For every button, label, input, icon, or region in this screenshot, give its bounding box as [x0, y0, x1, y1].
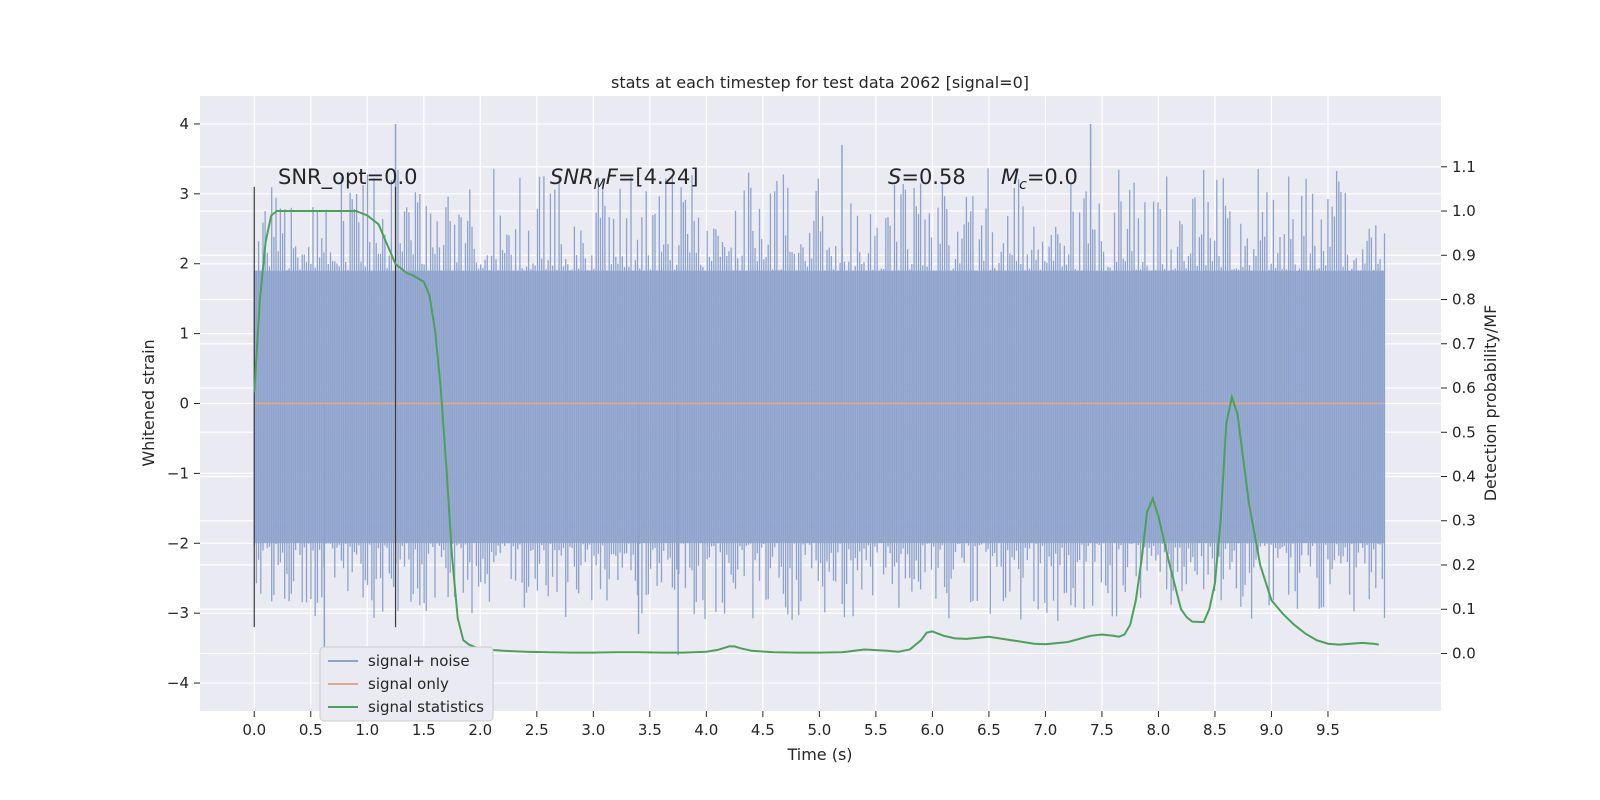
x-tick-label: 7.5 — [1090, 721, 1114, 739]
y2-tick-label: 0.4 — [1452, 468, 1476, 486]
x-tick-label: 2.0 — [468, 721, 492, 739]
x-tick-label: 3.0 — [581, 721, 605, 739]
x-tick-label: 9.5 — [1316, 721, 1340, 739]
x-tick-label: 1.5 — [412, 721, 436, 739]
annotation-snr-mf-value: =[4.24] — [618, 165, 699, 189]
annotation-s-value: =0.58 — [901, 165, 965, 189]
signal-statistics-series — [253, 210, 1379, 654]
y2-tick-label: 0.0 — [1452, 644, 1476, 662]
y2-tick-label: 0.8 — [1452, 291, 1476, 309]
y-tick-label: −4 — [167, 674, 189, 692]
legend-label-signal-only: signal only — [368, 675, 449, 693]
chart-marks — [253, 123, 1386, 656]
y2-tick-label: 0.7 — [1452, 335, 1476, 353]
x-tick-label: 7.0 — [1033, 721, 1057, 739]
y2-tick-label: 1.0 — [1452, 202, 1476, 220]
x-tick-label: 9.0 — [1260, 721, 1284, 739]
x-tick-label: 8.5 — [1203, 721, 1227, 739]
annotation-mc-sub: c — [1019, 177, 1027, 193]
annotation-mc-label: M — [1001, 165, 1019, 189]
y-tick-label: 4 — [179, 115, 189, 133]
legend-label-signal-noise: signal+ noise — [368, 652, 470, 670]
x-tick-label: 6.0 — [920, 721, 944, 739]
y2-tick-label: 1.1 — [1452, 158, 1476, 176]
x-tick-label: 1.0 — [355, 721, 379, 739]
chart-title: stats at each timestep for test data 206… — [611, 73, 1029, 92]
legend-label-signal-statistics: signal statistics — [368, 698, 484, 716]
y2-tick-label: 0.6 — [1452, 379, 1476, 397]
y-tick-label: 0 — [179, 395, 189, 413]
x-tick-label: 5.5 — [864, 721, 888, 739]
y-tick-label: −2 — [167, 534, 189, 552]
annotation-s-label: S — [888, 165, 901, 189]
x-tick-label: 2.5 — [525, 721, 549, 739]
x-tick-label: 4.5 — [751, 721, 775, 739]
x-axis-label: Time (s) — [786, 745, 852, 764]
x-tick-label: 5.0 — [807, 721, 831, 739]
legend: signal+ noise signal only signal statist… — [319, 646, 494, 722]
y2-axis-label: Detection probability/MF — [1481, 305, 1500, 502]
y2-tick-label: 0.2 — [1452, 556, 1476, 574]
legend-frame — [319, 646, 494, 722]
x-tick-label: 0.0 — [242, 721, 266, 739]
annotation-mc-value: =0.0 — [1027, 165, 1078, 189]
y-tick-label: 1 — [179, 325, 189, 343]
y-axis-label: Whitened strain — [139, 339, 158, 466]
y2-tick-label: 0.9 — [1452, 246, 1476, 264]
x-tick-label: 4.0 — [694, 721, 718, 739]
y-tick-label: −3 — [167, 604, 189, 622]
x-tick-label: 8.0 — [1147, 721, 1171, 739]
annotation-snr-mf-suffix: F — [606, 165, 619, 189]
annotation-mc: Mc=0.0 — [1001, 165, 1078, 193]
y-tick-label: −1 — [167, 464, 189, 482]
y2-tick-label: 0.5 — [1452, 423, 1476, 441]
x-tick-label: 6.5 — [977, 721, 1001, 739]
annotation-snr-opt: SNR_opt=0.0 — [278, 165, 418, 190]
x-tick-label: 3.5 — [638, 721, 662, 739]
x-tick-label: 0.5 — [299, 721, 323, 739]
y2-tick-label: 0.3 — [1452, 512, 1476, 530]
y2-tick-label: 0.1 — [1452, 600, 1476, 618]
annotation-snr-mf: SNRMF=[4.24] — [550, 165, 699, 193]
y-tick-label: 3 — [179, 185, 189, 203]
annotation-snr-mf-label: SNR — [550, 165, 594, 189]
annotation-snr-mf-sub: M — [594, 177, 606, 193]
y-tick-label: 2 — [179, 255, 189, 273]
annotation-s: S=0.58 — [888, 165, 966, 189]
axes: 0.0 0.5 1.0 1.5 2.0 2.5 3.0 3.5 4.0 4.5 5.0 5.5 6.0 6… — [167, 115, 1476, 739]
